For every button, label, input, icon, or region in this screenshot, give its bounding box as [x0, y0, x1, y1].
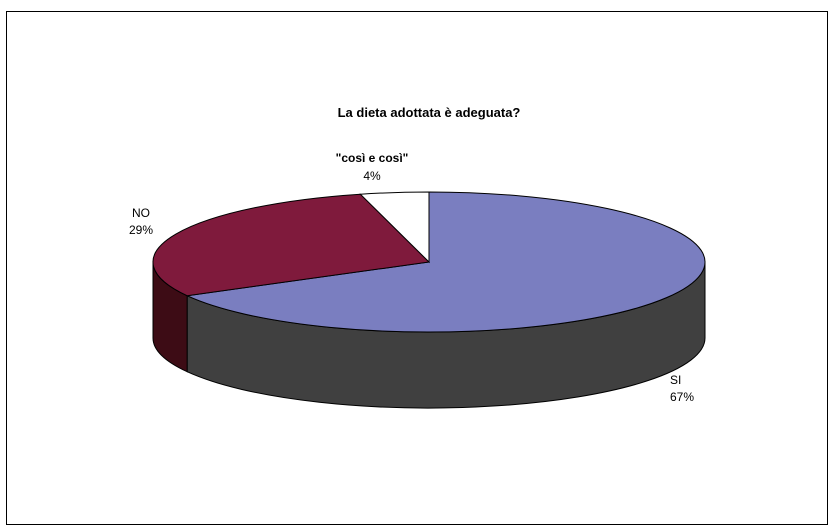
slice-label-cosi-name: "così e così"	[336, 151, 409, 165]
pie-slice-cosi-top	[359, 191, 430, 264]
slice-label-no-percent: 29%	[129, 223, 153, 237]
slice-label-cosi-percent: 4%	[363, 169, 381, 183]
pie-tops	[152, 191, 706, 333]
chart-title: La dieta adottata è adeguata?	[338, 105, 521, 120]
slice-label-si-percent: 67%	[670, 390, 694, 404]
pie-slice-si-top	[185, 191, 706, 333]
slice-label-no-name: NO	[132, 206, 150, 220]
slice-label-si-name: SI	[670, 373, 681, 387]
pie-slice-no-top	[152, 193, 431, 297]
